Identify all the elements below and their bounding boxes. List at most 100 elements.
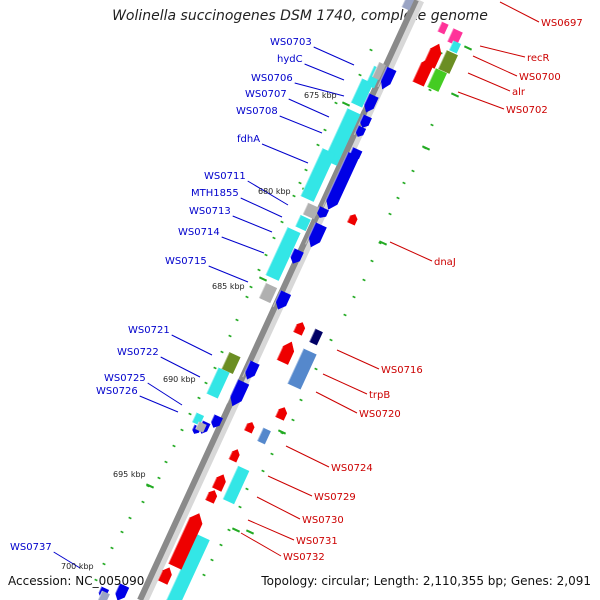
plus-cds — [204, 490, 218, 504]
pseudo-feature — [371, 61, 386, 81]
gene-label-minus: WS0725 — [104, 373, 146, 384]
tick-mark — [245, 487, 249, 491]
tick-mark-major — [245, 529, 255, 535]
minus-cds — [361, 93, 379, 113]
gene-label-minus: WS0707 — [245, 89, 287, 100]
label-connector — [261, 143, 309, 164]
label-connector — [171, 334, 213, 356]
tick-mark — [188, 412, 192, 416]
minus-cds — [208, 414, 223, 428]
tick-mark — [219, 543, 223, 547]
pseudo-feature — [258, 282, 278, 304]
tick-mark — [128, 516, 132, 520]
tick-mark — [180, 428, 184, 432]
tick-mark-major — [231, 527, 241, 533]
gene-label-minus: fdhA — [237, 134, 260, 145]
plus-cds — [167, 513, 203, 570]
gene-label-minus: WS0711 — [204, 171, 246, 182]
olive-feature — [221, 351, 241, 375]
gene-label-plus: WS0732 — [283, 552, 325, 563]
tick-mark-major — [450, 92, 460, 98]
tick-mark — [316, 143, 320, 147]
gene-label-plus: WS0716 — [381, 365, 423, 376]
label-connector — [267, 475, 313, 497]
tick-mark — [291, 418, 295, 422]
label-connector — [256, 496, 301, 520]
tick-mark — [94, 578, 98, 582]
tick-mark-major — [258, 276, 268, 282]
label-connector — [139, 395, 179, 413]
minus-cds — [272, 290, 292, 310]
gene-label-plus: WS0730 — [302, 515, 344, 526]
tick-mark — [343, 313, 347, 317]
map-title: Wolinella succinogenes DSM 1740, complet… — [112, 8, 488, 24]
tick-mark — [228, 334, 232, 338]
gene-label-plus: trpB — [369, 390, 390, 401]
gene-label-minus: MTH1855 — [191, 188, 239, 199]
tick-mark — [157, 476, 161, 480]
tick-mark-major — [341, 101, 351, 107]
minus-cds — [287, 248, 304, 264]
tick-mark — [120, 530, 124, 534]
label-connector — [279, 115, 323, 134]
tick-mark — [213, 366, 217, 370]
gene-label-plus: dnaJ — [434, 257, 456, 268]
tick-mark — [235, 318, 239, 322]
label-connector — [313, 46, 355, 66]
gene-label-minus: WS0715 — [165, 256, 207, 267]
minus-cds — [112, 583, 130, 600]
gene-features — [95, 0, 463, 600]
label-connector — [208, 265, 249, 283]
label-connector — [472, 55, 518, 77]
tick-mark — [249, 285, 253, 289]
tick-mark — [292, 194, 296, 198]
tick-mark-major — [378, 240, 388, 246]
gene-label-plus: WS0700 — [519, 72, 561, 83]
minus-cds — [304, 222, 327, 248]
rna-feature — [265, 227, 301, 281]
green-feature — [426, 68, 447, 92]
tick-mark — [396, 196, 400, 200]
tick-mark — [102, 562, 106, 566]
minus-cds — [357, 114, 372, 128]
gene-label-minus: WS0703 — [270, 37, 312, 48]
label-connector — [247, 519, 295, 541]
tick-mark — [352, 295, 356, 299]
plus-cds — [243, 422, 255, 434]
ruler-label: 695 kbp — [113, 470, 146, 479]
gene-label-plus: WS0697 — [541, 18, 583, 29]
tick-mark-major — [421, 145, 431, 151]
tick-mark — [358, 73, 362, 77]
gene-label-plus: alr — [512, 87, 526, 98]
plus-cds — [157, 567, 172, 585]
minus-cds — [242, 360, 260, 380]
ruler-label: 675 kbp — [304, 91, 337, 100]
label-connector — [336, 349, 380, 370]
tick-mark — [369, 48, 373, 52]
plus-cds — [276, 341, 295, 365]
tick-mark — [304, 168, 308, 172]
tick-mark — [270, 452, 274, 456]
tick-mark — [272, 236, 276, 240]
tick-mark — [298, 181, 302, 185]
tick-mark — [402, 181, 406, 185]
ruler-label: 690 kbp — [163, 375, 196, 384]
tick-mark — [202, 573, 206, 577]
tick-mark — [164, 460, 168, 464]
pseudo-feature — [302, 202, 320, 220]
ruler-label: 700 kbp — [61, 562, 94, 571]
gene-label-minus: WS0708 — [236, 106, 278, 117]
gene-label-plus: WS0720 — [359, 409, 401, 420]
minus-cds — [377, 66, 397, 90]
partial-feature — [401, 0, 415, 11]
steel-feature — [256, 427, 271, 445]
tick-mark — [204, 381, 208, 385]
gene-label-plus: WS0729 — [314, 492, 356, 503]
plus-cds — [292, 322, 306, 336]
rna-feature — [350, 78, 374, 108]
gene-label-minus: WS0713 — [189, 206, 231, 217]
plus-cds — [274, 407, 288, 421]
tick-mark — [210, 558, 214, 562]
rna-feature — [294, 214, 311, 232]
